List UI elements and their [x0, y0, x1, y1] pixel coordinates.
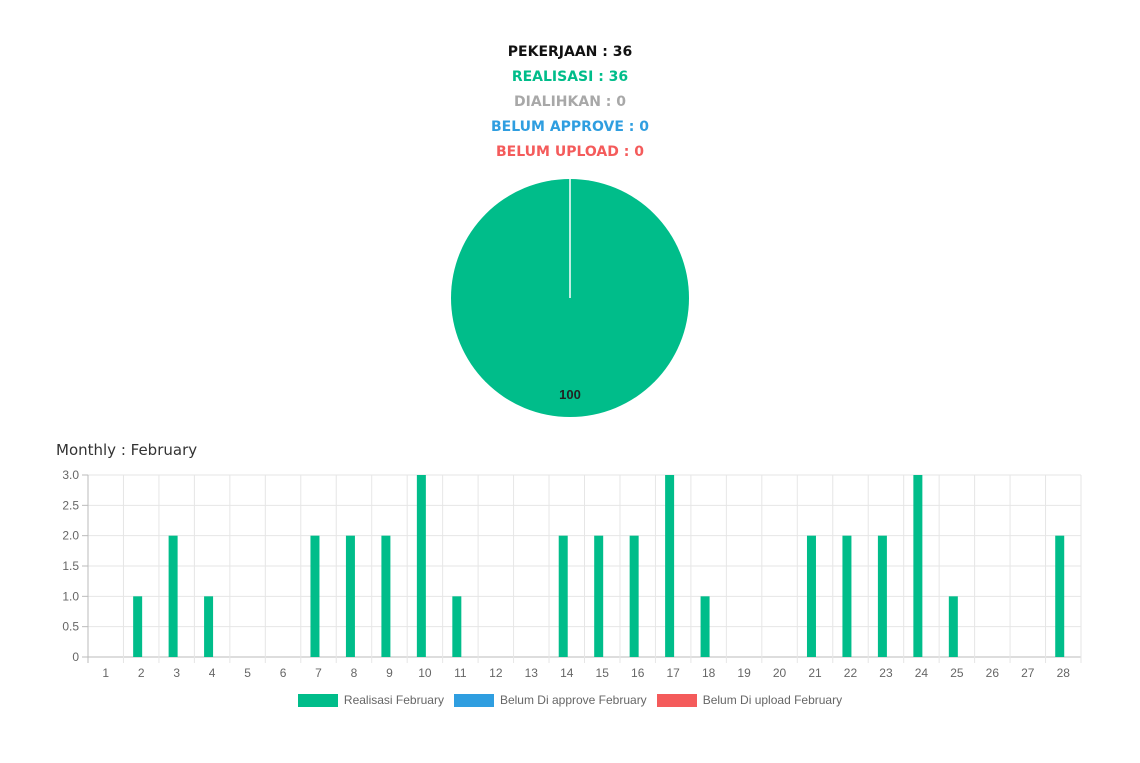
legend-swatch	[297, 693, 338, 707]
x-tick-label: 14	[560, 666, 574, 680]
x-tick-label: 25	[950, 666, 964, 680]
x-tick-label: 10	[418, 666, 432, 680]
x-tick-label: 18	[702, 666, 716, 680]
bar-realisasi-february-9[interactable]	[381, 535, 391, 657]
bar-realisasi-february-2[interactable]	[133, 596, 143, 657]
summary-panel: PEKERJAAN : 36 REALISASI : 36 DIALIHKAN …	[0, 40, 1140, 165]
x-tick-label: 26	[986, 666, 1000, 680]
x-tick-label: 27	[1021, 666, 1035, 680]
bar-realisasi-february-14[interactable]	[558, 535, 568, 657]
bar-realisasi-february-16[interactable]	[629, 535, 639, 657]
belum-upload-count: BELUM UPLOAD : 0	[496, 144, 644, 160]
x-tick-label: 23	[879, 666, 893, 680]
legend-swatch	[453, 693, 494, 707]
bar-realisasi-february-10[interactable]	[416, 475, 426, 657]
x-tick-label: 1	[102, 666, 109, 680]
monthly-title: Monthly : February	[56, 441, 198, 459]
bar-realisasi-february-3[interactable]	[168, 535, 178, 657]
x-tick-label: 17	[666, 666, 680, 680]
legend-label: Belum Di upload February	[702, 693, 843, 707]
y-tick-label: 2.0	[62, 529, 79, 543]
x-tick-label: 4	[209, 666, 216, 680]
chart-legend: Realisasi February Belum Di approve Febru…	[0, 693, 1140, 707]
y-tick-label: 3.0	[62, 468, 79, 482]
belum-approve-count: BELUM APPROVE : 0	[491, 119, 649, 135]
monthly-bar-chart: 00.51.01.52.02.53.01 2 3 4 5 6 7 8 9 10 11 12 13 14 15…	[62, 468, 1082, 680]
bar-realisasi-february-25[interactable]	[948, 596, 958, 657]
x-tick-label: 20	[773, 666, 787, 680]
pie-chart: 100	[451, 179, 689, 417]
legend-item-1[interactable]: Belum Di approve February	[453, 693, 647, 707]
bar-realisasi-february-24[interactable]	[913, 475, 923, 657]
bar-realisasi-february-17[interactable]	[665, 475, 675, 657]
bar-realisasi-february-11[interactable]	[452, 596, 462, 657]
bar-realisasi-february-15[interactable]	[594, 535, 604, 657]
y-tick-label: 0.5	[62, 620, 79, 634]
x-tick-label: 16	[631, 666, 645, 680]
x-tick-label: 8	[351, 666, 358, 680]
x-tick-label: 9	[386, 666, 393, 680]
x-tick-label: 24	[915, 666, 929, 680]
legend-item-2[interactable]: Belum Di upload February	[656, 693, 843, 707]
x-tick-label: 22	[844, 666, 858, 680]
x-tick-label: 5	[244, 666, 251, 680]
pie-data-label: 100	[559, 387, 581, 402]
bar-realisasi-february-8[interactable]	[345, 535, 355, 657]
bar-realisasi-february-21[interactable]	[806, 535, 816, 657]
x-tick-label: 2	[138, 666, 145, 680]
x-tick-label: 6	[280, 666, 287, 680]
legend-item-0[interactable]: Realisasi February	[297, 693, 444, 707]
realisasi-count: REALISASI : 36	[511, 69, 629, 85]
y-tick-label: 2.5	[62, 498, 79, 512]
bar-realisasi-february-7[interactable]	[310, 535, 320, 657]
x-tick-label: 28	[1057, 666, 1071, 680]
legend-label: Realisasi February	[343, 693, 444, 707]
y-tick-label: 0	[72, 650, 79, 664]
bar-realisasi-february-23[interactable]	[877, 535, 887, 657]
x-tick-label: 12	[489, 666, 503, 680]
x-tick-label: 7	[315, 666, 322, 680]
x-tick-label: 15	[596, 666, 610, 680]
y-tick-label: 1.5	[62, 559, 79, 573]
legend-label: Belum Di approve February	[499, 693, 647, 707]
bar-realisasi-february-4[interactable]	[204, 596, 214, 657]
y-tick-label: 1.0	[62, 589, 79, 603]
bar-realisasi-february-22[interactable]	[842, 535, 852, 657]
x-tick-label: 3	[173, 666, 180, 680]
pekerjaan-count: PEKERJAAN : 36	[507, 44, 633, 60]
x-tick-label: 11	[454, 666, 467, 680]
x-tick-label: 13	[525, 666, 539, 680]
dialihkan-count: DIALIHKAN : 0	[514, 94, 626, 110]
x-tick-label: 21	[808, 666, 822, 680]
x-tick-label: 19	[737, 666, 751, 680]
legend-swatch	[656, 693, 697, 707]
bar-realisasi-february-18[interactable]	[700, 596, 710, 657]
bar-realisasi-february-28[interactable]	[1055, 535, 1065, 657]
